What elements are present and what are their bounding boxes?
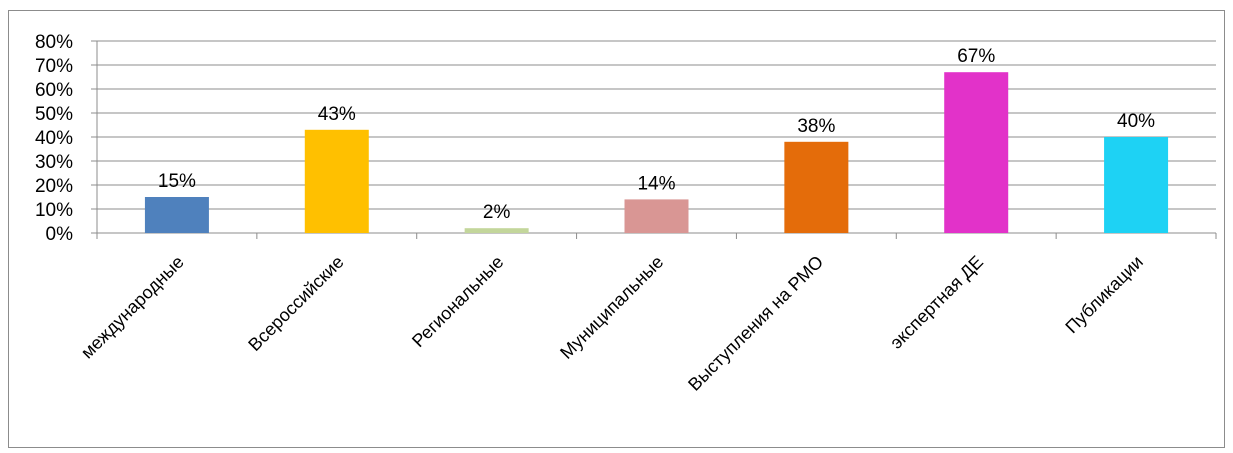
data-labels: 15% 43% 2% 14% 38% 67% 40%	[158, 46, 1155, 223]
y-tick-label: 80%	[35, 32, 73, 53]
y-tick-label: 50%	[35, 104, 73, 125]
bar	[304, 129, 369, 233]
gridlines	[97, 40, 1216, 210]
x-category-label: Всероссийские	[244, 252, 347, 355]
data-label: 15%	[158, 171, 196, 192]
bar	[784, 141, 849, 233]
bar	[1104, 137, 1169, 233]
y-tick-label: 30%	[35, 152, 73, 173]
bars	[144, 72, 1169, 233]
bar	[624, 199, 689, 233]
x-category-label: Региональные	[408, 252, 507, 351]
y-tick-label: 60%	[35, 80, 73, 101]
x-axis-category-labels: международные Всероссийские Региональные Му…	[77, 252, 1147, 395]
data-label: 43%	[318, 104, 356, 125]
bar	[144, 197, 209, 233]
x-category-label: экспертная ДЕ	[886, 252, 987, 353]
x-category-label: Выступления на РМО	[684, 252, 827, 395]
y-tick-label: 0%	[46, 224, 74, 245]
data-label: 14%	[637, 173, 675, 194]
bar	[944, 72, 1009, 233]
bar	[464, 228, 529, 233]
x-category-label: Публикации	[1061, 252, 1146, 337]
data-label: 40%	[1117, 111, 1155, 132]
data-label: 2%	[483, 202, 511, 223]
y-axis-tick-labels: 0% 10% 20% 30% 40% 50% 60% 70% 80%	[35, 32, 73, 245]
chart-frame	[8, 10, 1225, 448]
x-category-label: международные	[77, 252, 188, 363]
data-label: 38%	[797, 116, 835, 137]
x-category-label: Муниципальные	[556, 252, 667, 363]
y-tick-label: 20%	[35, 176, 73, 197]
y-tick-label: 10%	[35, 200, 73, 221]
y-tick-label: 70%	[35, 56, 73, 77]
data-label: 67%	[957, 46, 995, 67]
y-tick-label: 40%	[35, 128, 73, 149]
